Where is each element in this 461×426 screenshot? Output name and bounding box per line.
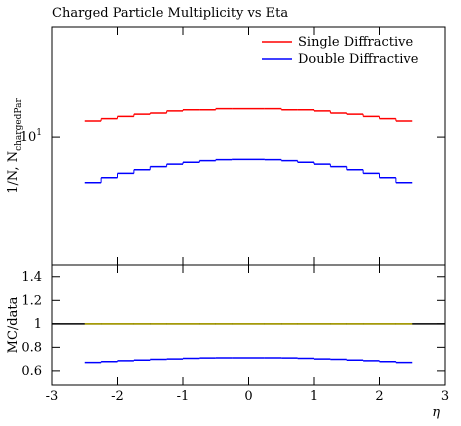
y-label-sub: chargedPar	[14, 98, 24, 151]
y-tick-label: 0.6	[21, 364, 42, 379]
x-tick-label: 1	[310, 389, 318, 404]
x-tick-label: 3	[441, 389, 449, 404]
legend-label: Double Diffractive	[298, 52, 419, 67]
x-tick-label: -2	[111, 389, 124, 404]
x-tick-label: 0	[244, 389, 252, 404]
y-tick-label: 1.2	[21, 293, 42, 308]
ratio-y-label: MC/data	[6, 296, 21, 353]
y-label: 1/N, NchargedPar	[6, 98, 24, 194]
y-label-main: 1/N, N	[6, 151, 21, 194]
y-tick-label: 101	[20, 128, 42, 145]
x-tick-label: -1	[177, 389, 190, 404]
y-tick-label: 1	[34, 317, 42, 332]
chart-title: Charged Particle Multiplicity vs Eta	[52, 6, 288, 21]
y-tick-label: 0.8	[21, 340, 42, 355]
y-tick-exp: 1	[36, 128, 42, 138]
x-tick-label: -3	[46, 389, 59, 404]
ratio-frame	[51, 264, 446, 386]
x-label: η	[432, 405, 440, 420]
legend-label: Single Diffractive	[298, 35, 414, 50]
x-tick-label: 2	[375, 389, 383, 404]
y-tick-base: 10	[20, 130, 37, 145]
y-tick-label: 1.4	[21, 270, 42, 285]
